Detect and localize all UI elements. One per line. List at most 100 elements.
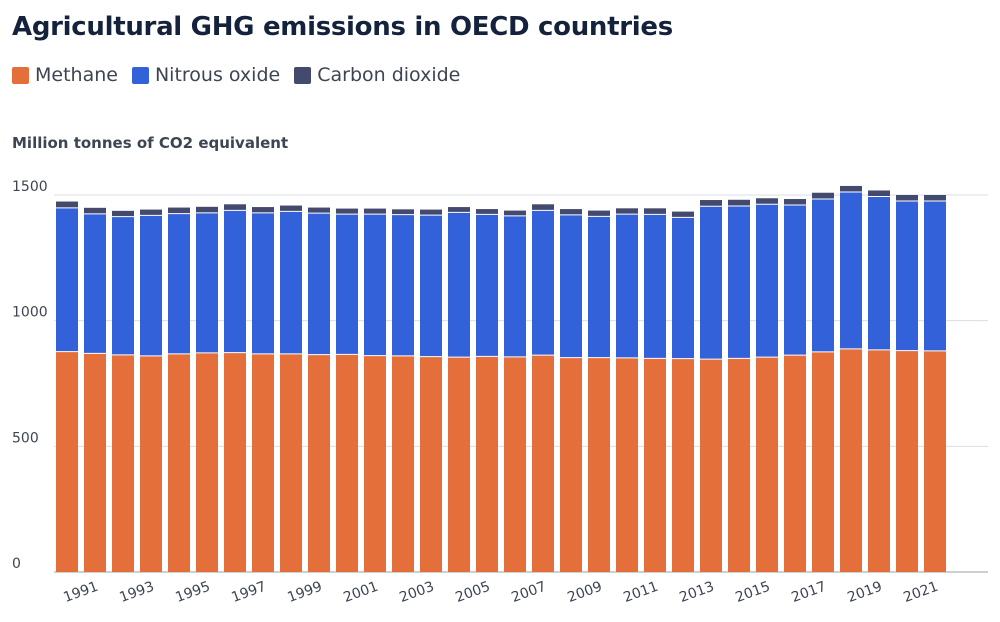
bar-carbon-dioxide-1992[interactable]: [112, 210, 134, 217]
bar-methane-2018[interactable]: [840, 348, 862, 572]
bar-nitrous-oxide-1994[interactable]: [168, 213, 190, 354]
bar-carbon-dioxide-1997[interactable]: [252, 207, 274, 213]
bar-nitrous-oxide-1992[interactable]: [112, 216, 134, 355]
bar-methane-2020[interactable]: [896, 350, 918, 572]
bar-carbon-dioxide-2005[interactable]: [476, 209, 498, 215]
bar-nitrous-oxide-2007[interactable]: [532, 210, 554, 356]
bar-carbon-dioxide-2015[interactable]: [756, 198, 778, 205]
bar-methane-1995[interactable]: [196, 352, 218, 572]
bar-nitrous-oxide-2008[interactable]: [560, 214, 582, 358]
bar-carbon-dioxide-1994[interactable]: [168, 207, 190, 214]
bar-nitrous-oxide-2004[interactable]: [448, 212, 470, 358]
bar-methane-2001[interactable]: [364, 355, 386, 572]
bar-methane-1993[interactable]: [140, 355, 162, 572]
bar-carbon-dioxide-2003[interactable]: [420, 209, 442, 216]
bar-methane-2014[interactable]: [728, 358, 750, 572]
bar-nitrous-oxide-1993[interactable]: [140, 215, 162, 356]
bar-methane-2021[interactable]: [924, 350, 946, 572]
bar-carbon-dioxide-2009[interactable]: [588, 210, 610, 217]
bar-methane-2011[interactable]: [644, 358, 666, 572]
bar-methane-1997[interactable]: [252, 353, 274, 572]
bar-nitrous-oxide-2009[interactable]: [588, 216, 610, 358]
bar-methane-2004[interactable]: [448, 357, 470, 572]
bar-carbon-dioxide-2013[interactable]: [700, 200, 722, 207]
bar-carbon-dioxide-2002[interactable]: [392, 209, 414, 215]
bar-carbon-dioxide-2014[interactable]: [728, 199, 750, 207]
bar-nitrous-oxide-1995[interactable]: [196, 212, 218, 353]
bar-carbon-dioxide-2004[interactable]: [448, 207, 470, 213]
bar-nitrous-oxide-2001[interactable]: [364, 214, 386, 356]
bar-nitrous-oxide-2019[interactable]: [868, 196, 890, 350]
bar-carbon-dioxide-1991[interactable]: [84, 207, 106, 214]
legend-item-nitrous-oxide[interactable]: Nitrous oxide: [131, 64, 280, 86]
bar-methane-1990[interactable]: [56, 351, 78, 572]
bar-nitrous-oxide-2000[interactable]: [336, 214, 358, 355]
bar-nitrous-oxide-1996[interactable]: [224, 210, 246, 353]
bar-carbon-dioxide-1995[interactable]: [196, 206, 218, 213]
bar-methane-2012[interactable]: [672, 358, 694, 572]
bar-carbon-dioxide-2018[interactable]: [840, 185, 862, 192]
bar-carbon-dioxide-2016[interactable]: [784, 199, 806, 206]
bar-carbon-dioxide-2010[interactable]: [616, 208, 638, 215]
bar-carbon-dioxide-1990[interactable]: [56, 201, 78, 208]
bar-methane-2003[interactable]: [420, 356, 442, 572]
bar-methane-1996[interactable]: [224, 352, 246, 572]
bar-methane-2000[interactable]: [336, 354, 358, 572]
bar-carbon-dioxide-2012[interactable]: [672, 211, 694, 218]
bar-nitrous-oxide-2006[interactable]: [504, 215, 526, 357]
bar-methane-2013[interactable]: [700, 359, 722, 572]
bar-methane-1994[interactable]: [168, 353, 190, 572]
bar-nitrous-oxide-1998[interactable]: [280, 211, 302, 354]
bar-nitrous-oxide-1990[interactable]: [56, 207, 78, 352]
bar-nitrous-oxide-1999[interactable]: [308, 213, 330, 355]
bar-nitrous-oxide-2017[interactable]: [812, 199, 834, 352]
bar-nitrous-oxide-1991[interactable]: [84, 213, 106, 354]
bar-methane-1992[interactable]: [112, 354, 134, 572]
legend-item-carbon-dioxide[interactable]: Carbon dioxide: [294, 64, 460, 86]
bar-nitrous-oxide-2010[interactable]: [616, 214, 638, 358]
bar-methane-2016[interactable]: [784, 355, 806, 572]
legend-item-methane[interactable]: Methane: [12, 64, 118, 86]
bar-nitrous-oxide-2013[interactable]: [700, 206, 722, 360]
bar-methane-2017[interactable]: [812, 351, 834, 572]
bar-methane-1991[interactable]: [84, 353, 106, 572]
bar-carbon-dioxide-1999[interactable]: [308, 207, 330, 214]
bar-carbon-dioxide-1993[interactable]: [140, 209, 162, 216]
bar-carbon-dioxide-2020[interactable]: [896, 195, 918, 202]
bar-methane-2008[interactable]: [560, 357, 582, 572]
bar-methane-2005[interactable]: [476, 356, 498, 572]
bar-carbon-dioxide-1998[interactable]: [280, 205, 302, 212]
bar-nitrous-oxide-2016[interactable]: [784, 205, 806, 356]
bar-nitrous-oxide-2002[interactable]: [392, 214, 414, 356]
bar-methane-2015[interactable]: [756, 357, 778, 572]
bar-nitrous-oxide-1997[interactable]: [252, 212, 274, 354]
bar-carbon-dioxide-2011[interactable]: [644, 208, 666, 215]
bar-nitrous-oxide-2011[interactable]: [644, 214, 666, 359]
bar-nitrous-oxide-2015[interactable]: [756, 204, 778, 358]
bar-nitrous-oxide-2018[interactable]: [840, 191, 862, 349]
bar-nitrous-oxide-2020[interactable]: [896, 201, 918, 351]
bar-carbon-dioxide-1996[interactable]: [224, 204, 246, 211]
bar-methane-1998[interactable]: [280, 353, 302, 572]
bar-carbon-dioxide-2001[interactable]: [364, 208, 386, 215]
bar-methane-1999[interactable]: [308, 354, 330, 572]
bar-carbon-dioxide-2021[interactable]: [924, 195, 946, 202]
bar-methane-2007[interactable]: [532, 355, 554, 572]
bar-carbon-dioxide-2017[interactable]: [812, 192, 834, 200]
bar-methane-2010[interactable]: [616, 357, 638, 572]
bar-carbon-dioxide-2019[interactable]: [868, 190, 890, 197]
bar-methane-2006[interactable]: [504, 356, 526, 572]
bar-nitrous-oxide-2014[interactable]: [728, 206, 750, 359]
bar-carbon-dioxide-2008[interactable]: [560, 209, 582, 215]
bar-nitrous-oxide-2003[interactable]: [420, 215, 442, 357]
bar-carbon-dioxide-2000[interactable]: [336, 208, 358, 215]
bar-carbon-dioxide-2007[interactable]: [532, 204, 554, 211]
bar-nitrous-oxide-2012[interactable]: [672, 217, 694, 359]
bar-nitrous-oxide-2005[interactable]: [476, 214, 498, 357]
bar-methane-2002[interactable]: [392, 355, 414, 572]
x-tick-label-1999: 1999: [285, 579, 324, 606]
bar-methane-2019[interactable]: [868, 349, 890, 572]
bar-methane-2009[interactable]: [588, 357, 610, 572]
bar-carbon-dioxide-2006[interactable]: [504, 210, 526, 216]
bar-nitrous-oxide-2021[interactable]: [924, 201, 946, 351]
